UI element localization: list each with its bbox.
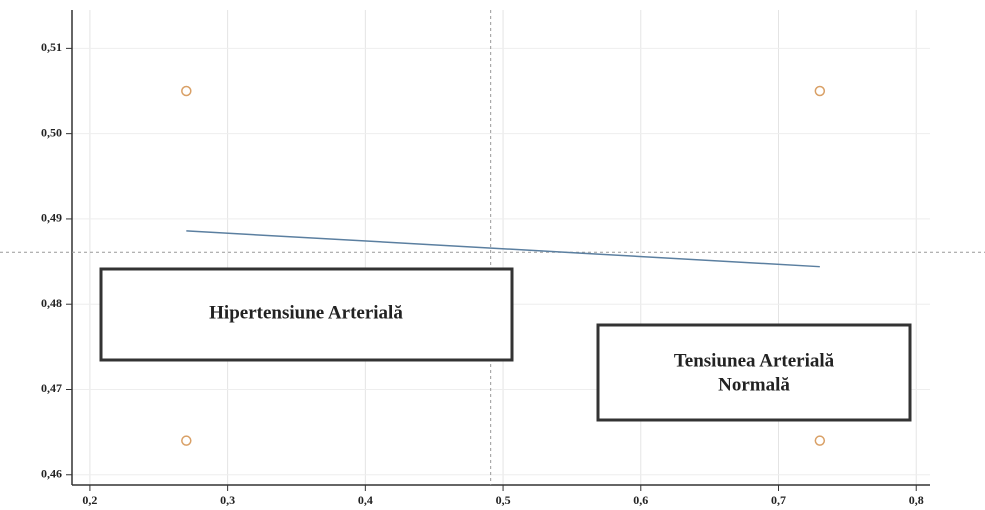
annotation: Hipertensiune Arterială xyxy=(209,302,403,323)
x-tick-label: 0,2 xyxy=(82,493,97,507)
annotation-box xyxy=(596,323,912,422)
point xyxy=(814,85,826,97)
point xyxy=(814,435,826,446)
y-tick-label: 0,50 xyxy=(41,125,62,139)
x-tick-label: 0,4 xyxy=(358,493,373,507)
fit-line xyxy=(186,230,820,268)
y-tick-label: 0,46 xyxy=(41,467,62,481)
x-tick-label: 0,8 xyxy=(909,493,924,507)
x-tick-label: 0,5 xyxy=(496,493,511,507)
point xyxy=(181,435,192,446)
y-tick-label: 0,49 xyxy=(41,211,62,225)
annotation: Tensiunea Arterială xyxy=(674,350,835,371)
annotation: Normală xyxy=(718,374,790,395)
y-tick-label: 0,47 xyxy=(41,381,62,395)
x-tick-label: 0,3 xyxy=(220,493,235,507)
x-tick-label: 0,6 xyxy=(633,493,648,507)
annotation-box xyxy=(99,267,514,362)
x-tick-label: 0,7 xyxy=(771,493,786,507)
y-tick-label: 0,51 xyxy=(41,40,62,54)
y-tick-label: 0,48 xyxy=(41,296,62,310)
point xyxy=(181,85,192,97)
